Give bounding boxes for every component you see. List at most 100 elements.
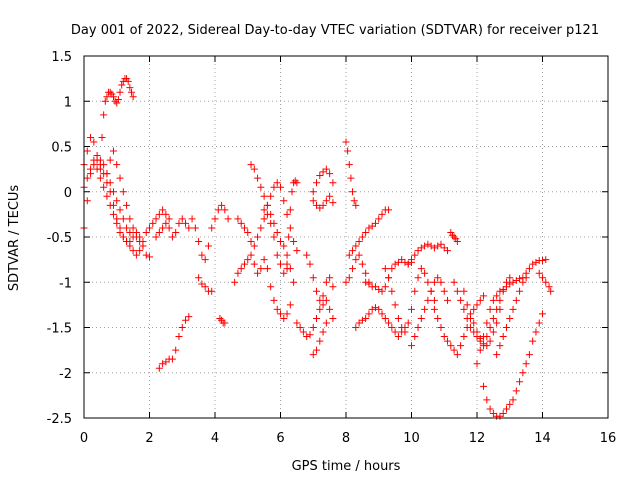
- data-point: [234, 215, 242, 223]
- data-point: [457, 342, 465, 350]
- data-point: [539, 274, 546, 282]
- data-point: [316, 337, 324, 345]
- data-point: [195, 238, 203, 246]
- data-point: [172, 228, 180, 236]
- data-point: [506, 314, 514, 322]
- data-point: [371, 304, 379, 312]
- data-point: [198, 251, 206, 259]
- series-sat-aj: [493, 256, 550, 359]
- series-sat-n: [260, 179, 301, 255]
- data-point: [244, 228, 252, 236]
- data-point: [483, 319, 491, 327]
- data-point: [502, 405, 510, 413]
- data-point: [83, 174, 91, 182]
- data-point: [132, 251, 140, 259]
- data-point: [450, 233, 458, 241]
- data-point: [408, 256, 415, 264]
- data-point: [460, 287, 468, 295]
- data-point: [106, 156, 114, 164]
- data-point: [450, 278, 458, 286]
- data-point: [352, 324, 360, 331]
- data-point: [195, 274, 203, 282]
- data-point: [347, 174, 355, 182]
- data-point: [149, 219, 157, 227]
- data-point: [96, 174, 104, 182]
- data-point: [542, 278, 550, 286]
- data-point: [98, 133, 106, 141]
- data-point: [221, 319, 229, 327]
- data-point: [113, 197, 121, 205]
- y-axis-label: SDTVAR / TECUs: [7, 185, 22, 292]
- data-point: [319, 328, 327, 336]
- data-point: [283, 210, 291, 218]
- data-point: [250, 165, 258, 173]
- y-tick-label: 1: [64, 95, 72, 110]
- data-point: [480, 333, 488, 341]
- data-point: [263, 265, 271, 273]
- data-point: [267, 283, 275, 291]
- data-point: [489, 328, 497, 336]
- data-point: [270, 233, 278, 241]
- data-point: [313, 287, 321, 295]
- series-sat-ak: [535, 269, 555, 295]
- data-point: [113, 99, 121, 107]
- data-point: [118, 81, 126, 89]
- data-point: [159, 360, 167, 368]
- data-point: [448, 231, 456, 239]
- data-point: [362, 314, 370, 322]
- data-point: [129, 224, 137, 232]
- data-point: [234, 269, 242, 277]
- x-tick-label: 2: [145, 431, 153, 446]
- data-point: [146, 253, 153, 261]
- data-point: [316, 171, 324, 179]
- data-point: [349, 247, 357, 255]
- data-point: [113, 219, 121, 227]
- data-point: [291, 177, 299, 185]
- data-point: [427, 242, 435, 250]
- data-point: [326, 274, 334, 282]
- data-point: [293, 319, 301, 327]
- data-point: [322, 278, 330, 286]
- data-point: [345, 274, 353, 282]
- data-point: [87, 133, 95, 141]
- data-point: [267, 192, 275, 200]
- data-point: [434, 314, 442, 322]
- data-point: [394, 333, 402, 341]
- data-point: [417, 244, 425, 252]
- data-point: [421, 269, 429, 277]
- data-point: [175, 219, 183, 227]
- series-sat-m: [234, 210, 291, 277]
- data-point: [126, 84, 134, 92]
- data-point: [404, 319, 412, 327]
- data-point: [453, 287, 461, 295]
- data-point: [453, 351, 461, 359]
- data-point: [434, 274, 442, 282]
- data-point: [260, 256, 268, 264]
- data-point: [191, 224, 199, 232]
- data-point: [506, 274, 514, 282]
- data-point: [437, 240, 445, 248]
- data-point: [129, 247, 137, 255]
- data-point: [231, 278, 239, 286]
- data-point: [109, 93, 117, 101]
- data-point: [116, 206, 124, 214]
- data-point: [483, 342, 491, 350]
- data-point: [414, 324, 422, 331]
- data-point: [355, 251, 363, 259]
- data-point: [385, 206, 393, 214]
- data-point: [388, 265, 396, 273]
- data-point: [414, 274, 422, 282]
- data-point: [288, 188, 296, 196]
- data-point: [365, 310, 373, 318]
- data-point: [381, 314, 389, 322]
- data-point: [378, 287, 386, 295]
- data-point: [394, 314, 402, 322]
- data-point: [270, 296, 278, 304]
- data-point: [329, 179, 337, 187]
- data-point: [408, 342, 415, 350]
- data-point: [286, 301, 294, 309]
- data-point: [139, 242, 147, 250]
- series-sat-ab: [404, 240, 452, 268]
- data-point: [444, 296, 452, 304]
- data-point: [106, 179, 114, 187]
